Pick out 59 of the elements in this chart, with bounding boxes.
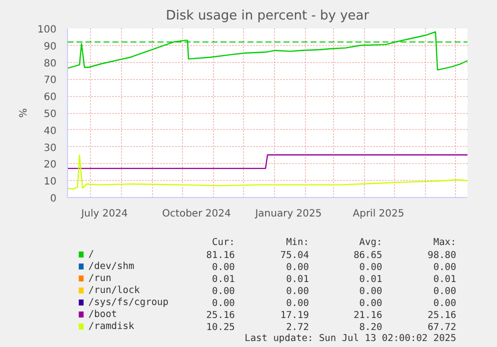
text: 0.00: [433, 262, 457, 273]
text: 0.00: [286, 286, 310, 297]
legend-label: /ramdisk: [88, 321, 134, 332]
text: 0.00: [286, 262, 310, 273]
text: 0.00: [212, 298, 236, 309]
y-tick-label: 90: [44, 41, 57, 52]
text: 0.01: [433, 274, 457, 285]
text: 21.16: [354, 310, 382, 321]
x-tick-label: January 2025: [254, 208, 322, 220]
text: 86.65: [354, 250, 382, 261]
text: 10.25: [206, 322, 235, 333]
text: 8.20: [359, 322, 382, 333]
legend-label: /run/lock: [88, 285, 140, 296]
text: 0.00: [286, 298, 310, 309]
y-tick-label: 80: [44, 58, 57, 70]
text: 25.16: [428, 310, 457, 321]
text: 98.80: [428, 250, 457, 261]
legend-label: /dev/shm: [88, 261, 134, 272]
y-tick-label: 30: [44, 142, 57, 154]
text: 0.00: [359, 286, 382, 297]
text: 17.19: [280, 310, 310, 321]
text: 0.01: [359, 274, 382, 285]
text: 0.00: [212, 262, 236, 273]
legend-label: /sys/fs/cgroup: [88, 297, 169, 308]
y-axis-title: %: [18, 108, 30, 118]
x-tick-label: April 2025: [352, 208, 404, 220]
x-tick-label: July 2024: [80, 208, 128, 220]
text: 0.00: [433, 286, 457, 297]
text: 25.16: [206, 310, 236, 321]
y-tick-label: 10: [44, 176, 57, 188]
line-series: [68, 31, 468, 71]
y-tick-label: 60: [44, 92, 57, 104]
text: 0.01: [286, 274, 310, 285]
y-tick-label: 70: [44, 75, 57, 86]
text: 75.04: [280, 250, 310, 261]
legend-label: /run: [88, 273, 112, 284]
text: 0.01: [212, 274, 236, 285]
text: 0.00: [212, 286, 236, 297]
y-tick-label: 50: [44, 109, 57, 120]
line-series: [68, 154, 468, 190]
text: 0.00: [359, 298, 382, 309]
text: Max:: [433, 237, 456, 248]
legend-label: /: [88, 249, 94, 260]
text: 81.16: [206, 250, 236, 261]
text: 2.72: [286, 322, 309, 333]
text: 0.00: [359, 262, 382, 273]
chart-title: Disk usage in percent - by year: [166, 8, 370, 24]
text: Avg:: [359, 237, 382, 248]
text: Cur:: [212, 237, 235, 248]
text: Min:: [286, 237, 309, 248]
x-tick-label: October 2024: [162, 208, 231, 220]
text: 0.00: [433, 298, 457, 309]
text: Last update: Sun Jul 13 02:00:02 2025: [244, 333, 456, 344]
y-tick-label: 0: [50, 194, 57, 204]
y-tick-label: 20: [44, 160, 57, 171]
y-tick-label: 40: [44, 126, 57, 137]
y-tick-label: 100: [37, 24, 57, 36]
text: 67.72: [428, 322, 456, 333]
legend-label: /boot: [88, 309, 118, 320]
